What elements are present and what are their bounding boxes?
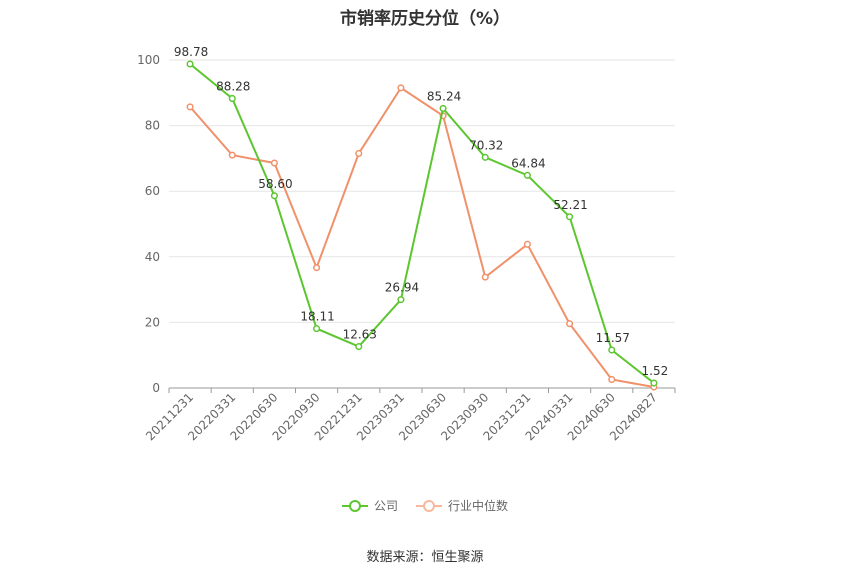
y-tick-label-0: 0: [152, 381, 160, 395]
y-axis-ticks: 0 20 40 60 80 100: [137, 53, 160, 395]
point-industry-median-20221231[interactable]: [355, 149, 363, 158]
point-company-20220331[interactable]: [228, 94, 236, 102]
point-company-20220630[interactable]: [270, 192, 278, 200]
y-tick-label-100: 100: [137, 53, 160, 67]
line-chart: 0 20 40 60 80 100 202112312022033120220630202…: [137, 45, 676, 443]
point-company-20240630[interactable]: [608, 346, 616, 354]
point-industry-median-20211231[interactable]: [186, 103, 194, 111]
series-layer: [186, 60, 658, 391]
point-company-20231231[interactable]: [523, 171, 531, 179]
legend-item-company[interactable]: 公司: [341, 497, 398, 514]
legend: 公司 行业中位数: [0, 497, 850, 514]
point-industry-median-20230331[interactable]: [397, 84, 405, 92]
data-label-20220630: 58.60: [258, 177, 292, 191]
x-axis: 2021123120220331202206302022093020221231…: [143, 387, 676, 443]
data-label-20220331: 88.28: [216, 79, 250, 93]
point-company-20230630[interactable]: [439, 104, 447, 112]
chart-title: 市销率历史分位（%）: [339, 9, 511, 29]
data-label-20221231: 12.63: [343, 328, 377, 342]
data-labels: 98.78 88.28 58.60 18.11 12.63 26.94 85.24 70.32…: [174, 45, 668, 378]
point-company-20230930[interactable]: [481, 153, 489, 161]
data-label-20220930: 18.11: [300, 310, 334, 324]
y-tick-label-80: 80: [145, 119, 160, 133]
point-industry-median-20231231[interactable]: [523, 240, 531, 248]
legend-item-industry-median[interactable]: 行业中位数: [416, 497, 508, 514]
data-label-20211231: 98.78: [174, 45, 208, 59]
legend-swatch-company: [341, 499, 368, 513]
series-line-industry-median: [189, 86, 655, 389]
grid: [169, 59, 675, 323]
data-label-20240630: 11.57: [596, 331, 630, 345]
y-tick-label-40: 40: [145, 250, 160, 264]
legend-label-industry-median: 行业中位数: [448, 499, 509, 513]
point-industry-median-20240331[interactable]: [566, 320, 574, 328]
point-industry-median-20230930[interactable]: [481, 273, 489, 281]
legend-swatch-industry-median: [416, 499, 442, 513]
series-line-company: [189, 63, 655, 384]
legend-label-company: 公司: [373, 499, 398, 513]
source-note: 数据来源：恒生聚源: [366, 550, 484, 565]
y-tick-label-60: 60: [145, 184, 160, 198]
point-industry-median-20220331[interactable]: [228, 151, 236, 159]
data-label-20240827: 1.52: [642, 364, 669, 378]
point-company-20230331[interactable]: [397, 296, 405, 304]
data-label-20231231: 64.84: [511, 156, 545, 170]
y-tick-label-20: 20: [145, 315, 160, 329]
point-company-20240827[interactable]: [650, 379, 658, 387]
point-company-20211231[interactable]: [186, 60, 194, 68]
point-company-20221231[interactable]: [355, 343, 363, 351]
point-company-20220930[interactable]: [313, 325, 321, 333]
data-label-20230930: 70.32: [469, 138, 503, 152]
point-company-20240331[interactable]: [566, 213, 574, 221]
data-label-20230630: 85.24: [427, 89, 461, 103]
point-industry-median-20240630[interactable]: [608, 375, 616, 384]
point-industry-median-20220630[interactable]: [270, 159, 278, 167]
data-label-20230331: 26.94: [385, 281, 419, 295]
point-industry-median-20220930[interactable]: [313, 264, 321, 272]
data-label-20240331: 52.21: [553, 198, 587, 212]
